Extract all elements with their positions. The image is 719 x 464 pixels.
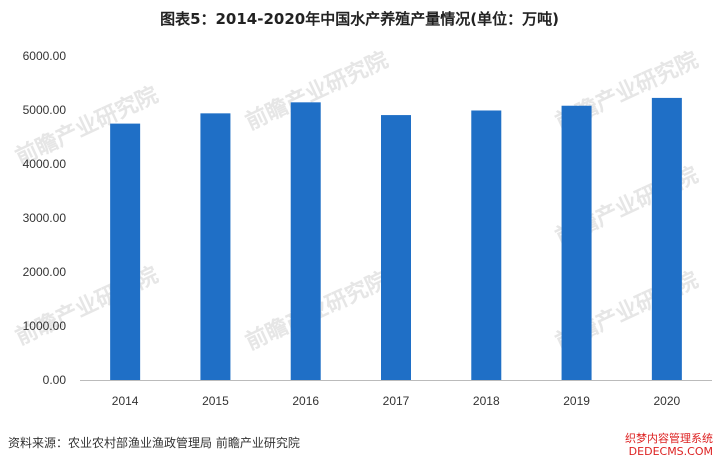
x-tick-label: 2020 (654, 394, 681, 408)
bar-2019 (561, 105, 592, 380)
corner-watermark-line2: DEDECMS.COM (628, 445, 713, 458)
x-tick-label: 2017 (383, 394, 410, 408)
bars-group (110, 97, 682, 381)
bar-2016 (290, 102, 321, 380)
x-tick-label: 2014 (112, 394, 139, 408)
y-tick-label: 5000.00 (23, 103, 67, 117)
corner-watermark-line1: 织梦内容管理系统 (625, 432, 713, 445)
x-tick-label: 2015 (202, 394, 229, 408)
bar-2014 (110, 123, 141, 380)
bar-2017 (381, 115, 411, 381)
source-note: 资料来源：农业农村部渔业渔政管理局 前瞻产业研究院 (8, 436, 300, 450)
bar-2015 (200, 113, 231, 381)
y-tick-label: 4000.00 (23, 157, 67, 171)
chart-title: 图表5：2014-2020年中国水产养殖产量情况(单位：万吨) (160, 10, 559, 28)
x-tick-label: 2018 (473, 394, 500, 408)
x-tick-label: 2016 (292, 394, 319, 408)
y-tick-label: 3000.00 (23, 211, 67, 225)
x-axis-ticks: 2014 2015 2016 2017 2018 2019 2020 (112, 394, 681, 408)
x-tick-label: 2019 (563, 394, 590, 408)
y-tick-label: 0.00 (43, 373, 67, 387)
bar-2020 (651, 97, 682, 381)
bar-2018 (471, 110, 502, 381)
corner-watermark: 织梦内容管理系统 DEDECMS.COM (625, 432, 713, 458)
y-tick-label: 2000.00 (23, 265, 67, 279)
y-tick-label: 6000.00 (23, 49, 67, 63)
y-tick-label: 1000.00 (23, 319, 67, 333)
y-axis-ticks: 0.00 1000.00 2000.00 3000.00 4000.00 5000.00 6… (23, 49, 67, 387)
